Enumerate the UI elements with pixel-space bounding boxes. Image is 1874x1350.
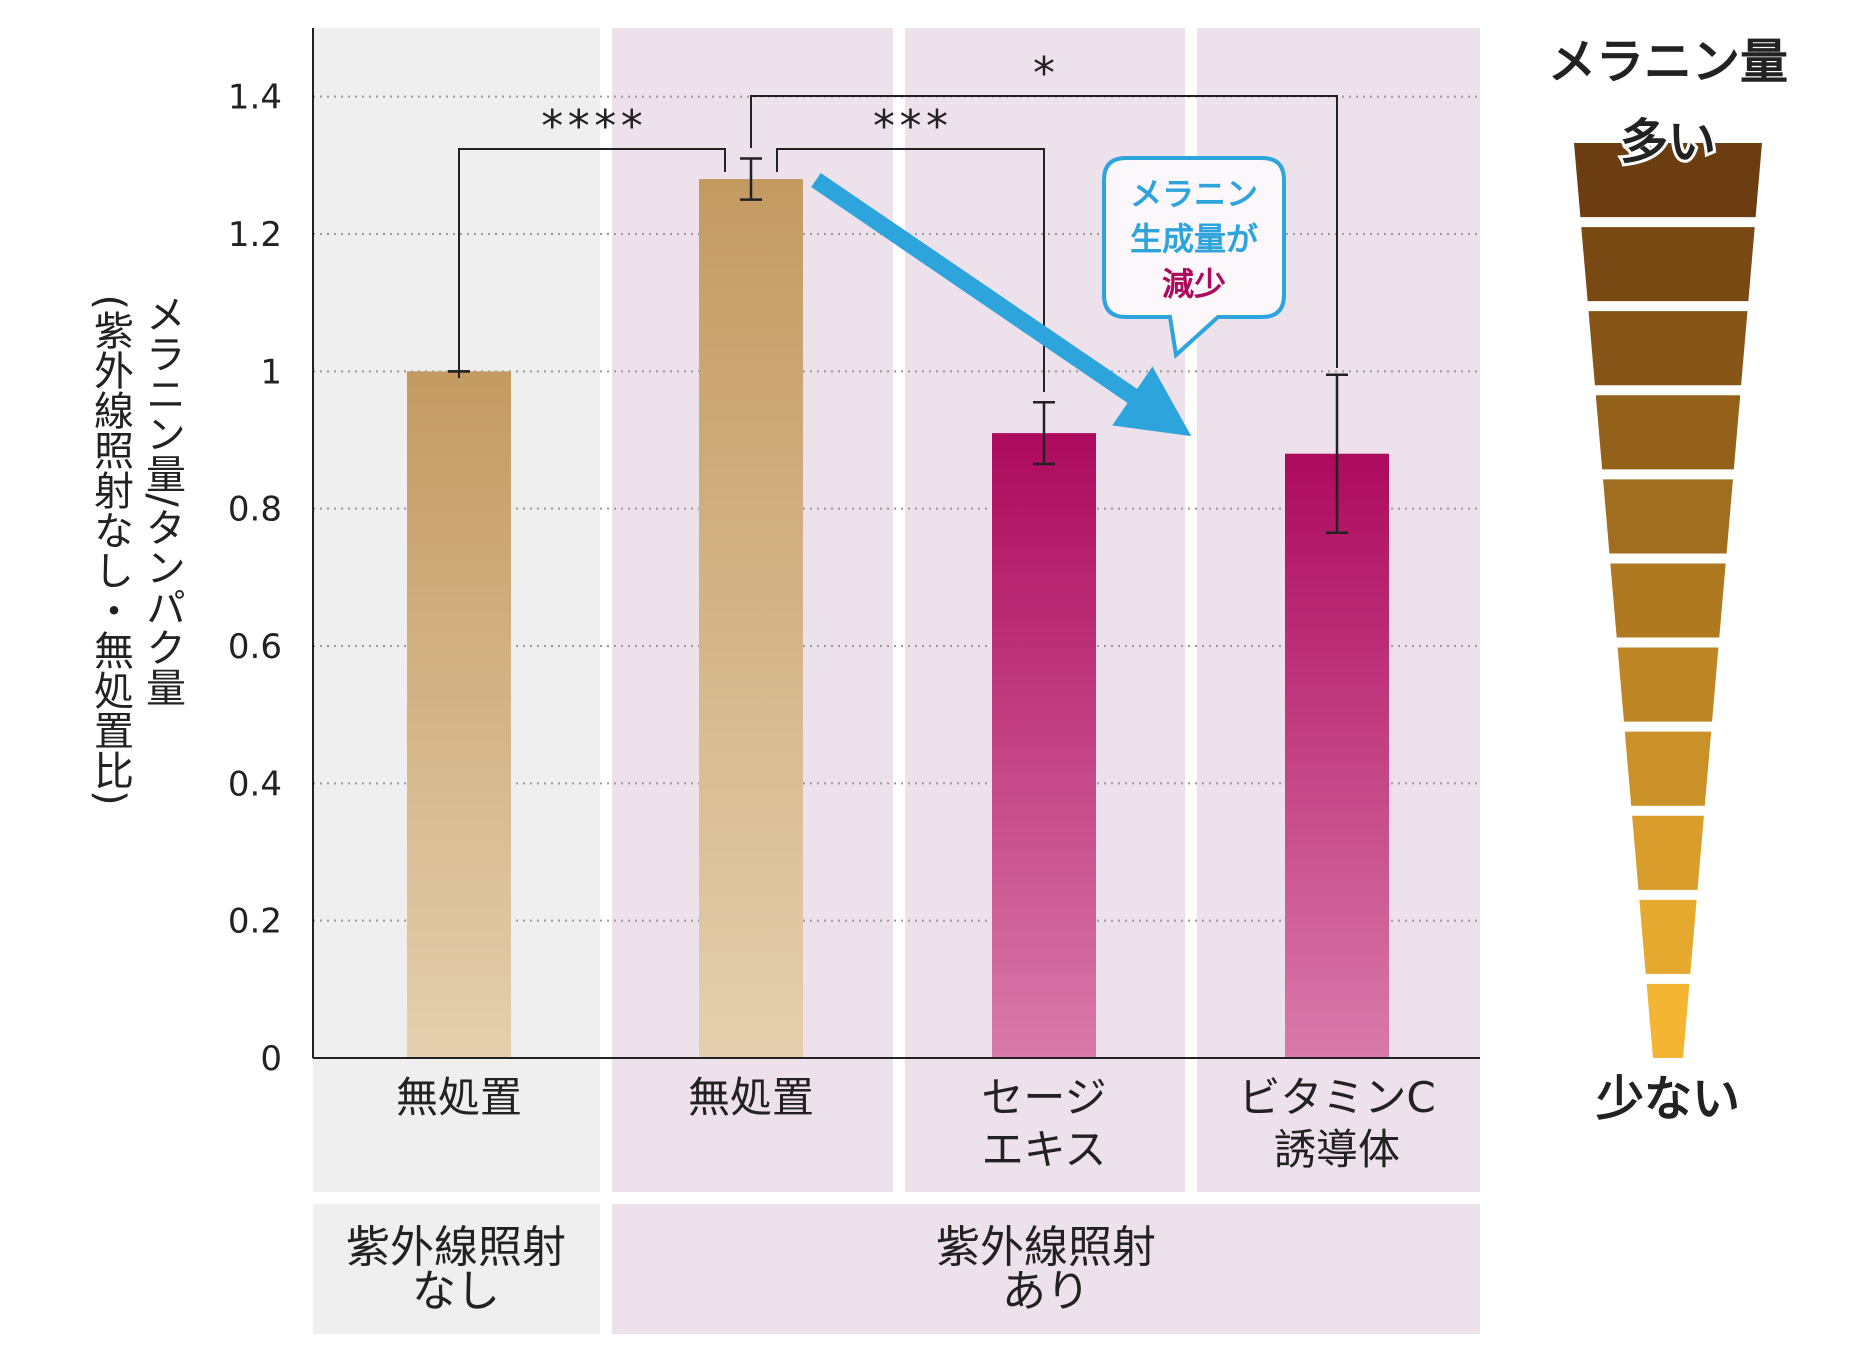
scale-bottom-label: 少ない — [1596, 1071, 1740, 1127]
y-axis-label-sub: (紫外線照射なし・無処置比) — [87, 294, 133, 805]
scale-band-9 — [1639, 899, 1697, 974]
y-tick-label: 0.4 — [228, 764, 282, 804]
callout-bubble: メラニン 生成量が 減少 — [1102, 156, 1286, 359]
y-axis-label-main: メラニン量/タンパク量 — [139, 293, 185, 706]
group-label-1: あり — [1002, 1266, 1090, 1317]
significance-brackets: **** **** — [458, 48, 1338, 392]
callout-shape — [1102, 156, 1286, 359]
group-label-1: 紫外線照射 — [936, 1222, 1156, 1273]
y-tick-label: 0 — [260, 1039, 282, 1079]
group-label-0: 紫外線照射 — [346, 1222, 566, 1273]
scale-bands — [1574, 143, 1762, 1058]
scale-title: メラニン量 — [1548, 34, 1788, 90]
category-label-0: 無処置 — [396, 1073, 522, 1122]
scale-band-0 — [1574, 143, 1762, 218]
category-label-1: 無処置 — [688, 1073, 814, 1122]
scale-band-8 — [1632, 815, 1704, 890]
bar-0 — [407, 371, 511, 1058]
y-tick-label: 0.8 — [228, 490, 282, 530]
y-tick-label: 1.2 — [228, 215, 282, 255]
callout-line-3: 減少 — [1162, 265, 1226, 303]
category-label-2: エキス — [982, 1125, 1107, 1174]
callout-line-2: 生成量が — [1130, 220, 1258, 258]
bar-2 — [992, 433, 1096, 1059]
scale-band-3 — [1595, 395, 1741, 470]
category-label-2: セージ — [981, 1073, 1106, 1122]
scale-band-4 — [1603, 479, 1733, 554]
y-tick-label: 1 — [260, 352, 282, 392]
significance-bracket-2 — [750, 95, 1338, 368]
significance-label-2: * — [1031, 48, 1058, 99]
scale-band-5 — [1610, 563, 1726, 638]
y-axis-label: メラニン量/タンパク量 (紫外線照射なし・無処置比) — [87, 293, 185, 805]
scale-band-10 — [1646, 983, 1690, 1058]
significance-label-0: **** — [539, 101, 645, 152]
scale-band-1 — [1581, 227, 1755, 302]
significance-bracket-1 — [776, 148, 1045, 392]
significance-label-1: *** — [871, 101, 950, 152]
scale-band-2 — [1588, 311, 1748, 386]
y-tick-label: 0.6 — [228, 627, 282, 667]
decrease-arrow — [811, 172, 1192, 437]
group-label-0: なし — [412, 1266, 500, 1317]
decrease-arrow-line — [811, 172, 1192, 437]
significance-bracket-0 — [458, 148, 726, 378]
bar-3 — [1285, 453, 1389, 1058]
category-label-3: ビタミンC — [1238, 1073, 1435, 1122]
scale-top-label: 多い — [1620, 114, 1716, 170]
group-panel-0 — [313, 1204, 600, 1334]
y-tick-label: 1.4 — [228, 78, 282, 118]
group-panel-1 — [612, 1204, 1480, 1334]
callout-line-1: メラニン — [1130, 175, 1258, 213]
y-axis-ticks: 0 0.2 0.4 0.6 0.8 1 1.2 1.4 — [228, 78, 282, 1079]
scale-band-6 — [1617, 647, 1719, 722]
melanin-scale: メラニン量 多い 少ない — [1548, 34, 1788, 1127]
scale-band-7 — [1624, 731, 1712, 806]
axes — [312, 28, 1480, 1059]
bars — [407, 179, 1389, 1059]
category-label-3: 誘導体 — [1274, 1125, 1400, 1174]
bar-1 — [699, 179, 803, 1059]
y-tick-label: 0.2 — [228, 902, 282, 942]
